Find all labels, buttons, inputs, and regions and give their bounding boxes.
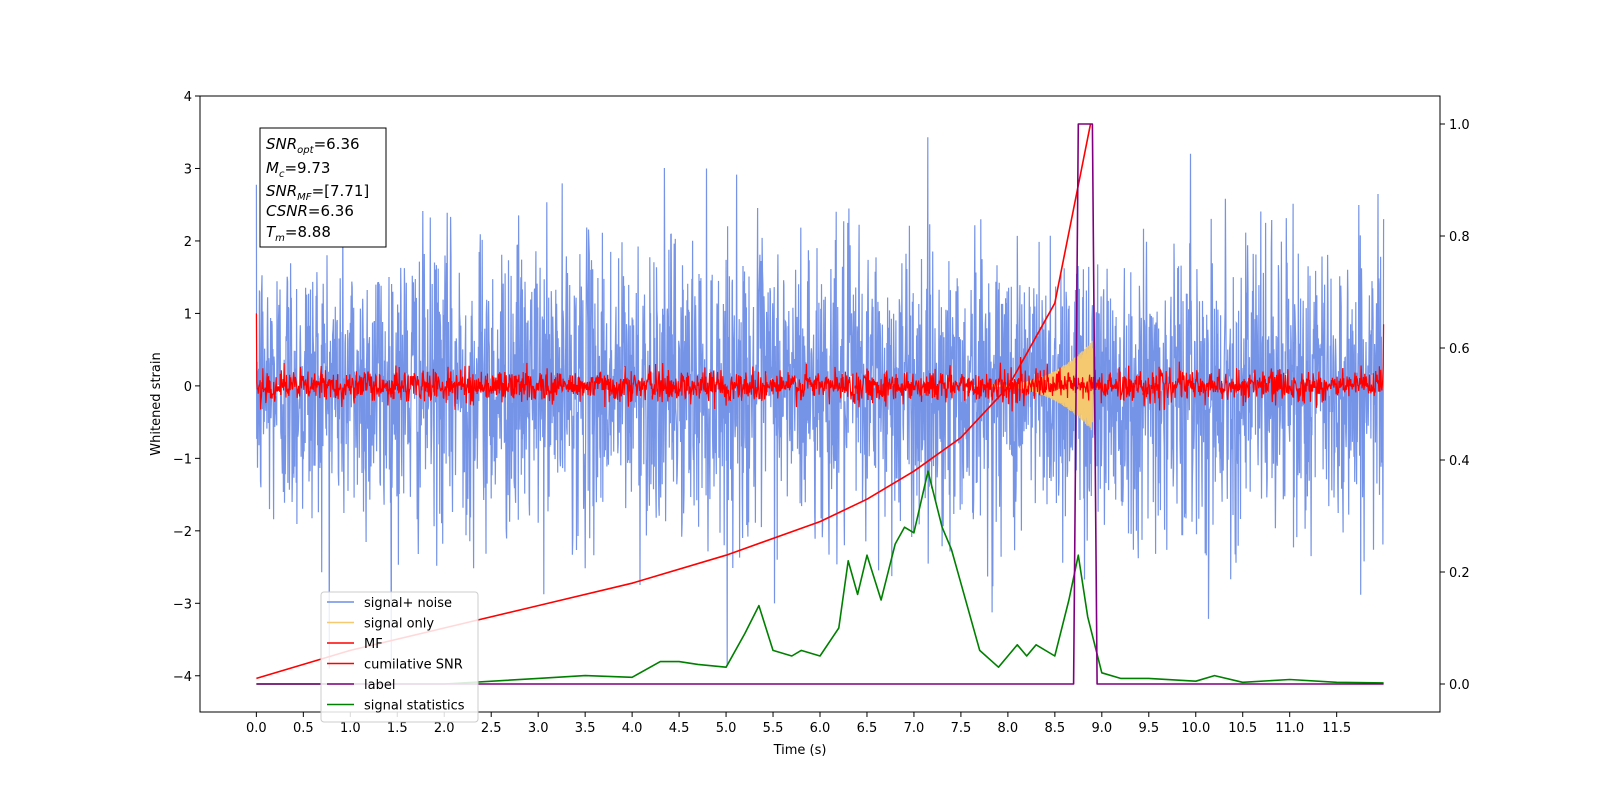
x-axis-label: Time (s) [773,743,827,758]
stat-csnr: CSNR=6.36 [266,202,354,220]
legend-label: signal+ noise [364,596,452,611]
x-tick-label: 4.5 [669,721,690,736]
x-tick-label: 5.5 [763,721,784,736]
y-tick-label: −2 [173,525,192,540]
x-tick-label: 10.5 [1228,721,1257,736]
legend-frame [320,591,479,723]
legend-label: label [364,678,395,693]
x-tick-label: 7.0 [904,721,925,736]
series-signal-noise [255,137,1385,669]
x-tick-label: 6.0 [810,721,831,736]
y2-tick-label: 0.2 [1449,566,1470,581]
stats-box: SNRopt=6.36 Mc=9.73 SNRMF=[7.71] CSNR=6.… [259,127,387,248]
x-tick-label: 2.0 [434,721,455,736]
y2-tick-label: 0.8 [1449,230,1470,245]
legend: signal+ noise signal only MF cumilative SNR… [320,591,479,723]
y-tick-label: 0 [184,380,192,395]
y-axis-label: Whitened strain [149,352,164,455]
series-signal-statistics [256,470,1384,685]
x-tick-label: 10.0 [1181,721,1210,736]
x-tick-label: 11.5 [1322,721,1351,736]
legend-label: cumilative SNR [364,658,463,673]
y2-tick-label: 0.6 [1449,342,1470,357]
stat-snr-mf: SNRMF=[7.71] [266,182,369,203]
x-tick-label: 3.5 [575,721,596,736]
x-tick-label: 5.0 [716,721,737,736]
series-label [256,123,1384,685]
x-tick-label: 1.5 [387,721,408,736]
x-tick-label: 0.0 [246,721,267,736]
x-tick-label: 3.0 [528,721,549,736]
x-tick-label: 9.5 [1138,721,1159,736]
y-tick-label: 2 [184,235,192,250]
stats-box-frame [259,127,387,248]
x-tick-label: 8.5 [1045,721,1066,736]
y-tick-label: −4 [173,670,192,685]
y2-tick-label: 0.0 [1449,678,1470,693]
y-tick-label: 3 [184,162,192,177]
x-tick-label: 11.0 [1275,721,1304,736]
y-tick-label: 1 [184,307,192,322]
x-tick-label: 4.0 [622,721,643,736]
legend-label: signal statistics [364,699,465,714]
y2-tick-label: 0.4 [1449,454,1470,469]
y2-tick-label: 1.0 [1449,118,1470,133]
x-axis-ticks: 0.0 0.5 1.0 1.5 2.0 2.5 3.0 3.5 4.0 4.5 5.0 5.5 6.0 6… [246,712,1351,736]
stat-snr-opt: SNRopt=6.36 [266,135,360,156]
x-tick-label: 6.5 [857,721,878,736]
stat-mc: Mc=9.73 [266,159,330,180]
x-tick-label: 8.0 [998,721,1019,736]
legend-label: signal only [364,617,434,632]
y2-axis-ticks: 1.0 0.8 0.6 0.4 0.2 0.0 [1440,118,1470,693]
x-tick-label: 7.5 [951,721,972,736]
stat-tm: Tm=8.88 [266,223,331,244]
y-tick-label: −3 [173,597,192,612]
x-tick-label: 9.0 [1091,721,1112,736]
series-mf [255,313,1385,412]
legend-label: MF [364,637,383,652]
y-tick-label: −1 [173,452,192,467]
x-tick-label: 2.5 [481,721,502,736]
x-tick-label: 0.5 [293,721,314,736]
y-axis-ticks: 4 3 2 1 0 −1 −2 −3 −4 [173,90,200,685]
y-tick-label: 4 [184,90,192,105]
legend-entries: signal+ noise signal only MF cumilative SNR… [327,596,465,714]
x-tick-label: 1.0 [340,721,361,736]
